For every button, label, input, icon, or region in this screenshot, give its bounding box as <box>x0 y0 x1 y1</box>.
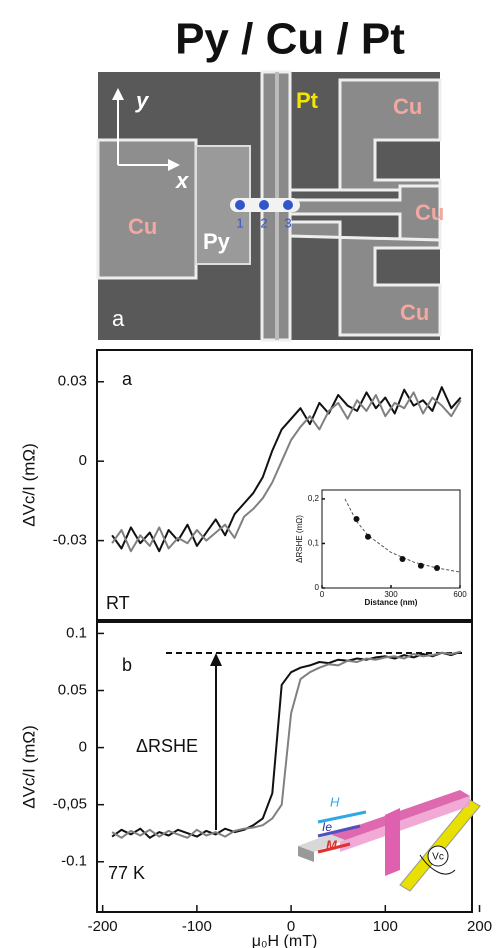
panel-label: b <box>122 655 132 675</box>
data-line <box>111 386 462 553</box>
schematic-label: H <box>330 794 340 809</box>
axis-y-label: y <box>135 88 150 113</box>
y-tick-label: 0 <box>79 452 87 469</box>
y-axis-label: ΔVc/I (mΩ) <box>19 725 38 809</box>
figure-title: Py / Cu / Pt <box>175 15 405 64</box>
y-tick-label: 0.05 <box>58 681 87 698</box>
cu-label: Cu <box>128 214 157 239</box>
x-axis-label: Distance (nm) <box>365 598 418 607</box>
y-tick-label: 0,1 <box>308 539 320 548</box>
y-tick-label: -0.1 <box>61 853 87 870</box>
y-tick-label: 0 <box>315 583 320 592</box>
x-tick-label: -100 <box>182 918 212 935</box>
y-tick-label: 0.03 <box>58 373 87 390</box>
condition-label: RT <box>106 593 130 613</box>
y-tick-label: 0 <box>79 739 87 756</box>
condition-label: 77 K <box>108 863 145 883</box>
panel-label: a <box>112 306 125 331</box>
x-tick-label: 300 <box>384 590 398 599</box>
schematic-label: M <box>326 837 338 852</box>
schematic-label: Vc <box>432 852 444 863</box>
y-axis-label: ΔVc/I (mΩ) <box>19 443 38 527</box>
pt-label: Pt <box>296 88 319 113</box>
point-label: 1 <box>236 215 243 230</box>
arrow-head <box>210 653 222 666</box>
point-label: 2 <box>260 215 267 230</box>
plot-frame <box>96 349 473 621</box>
data-point <box>365 533 371 540</box>
x-tick-label: -200 <box>88 918 118 935</box>
schematic: H Ie M Vc <box>298 790 481 892</box>
y-tick-label: -0,05 <box>53 796 87 813</box>
data-line <box>111 391 462 553</box>
data-line <box>111 650 461 839</box>
data-point <box>353 515 360 522</box>
micrograph: y x Pt Cu Cu Cu Cu Py 1 2 3 a <box>96 70 444 342</box>
data-line <box>111 650 462 839</box>
x-tick-label: 100 <box>373 918 398 935</box>
panel-label: a <box>122 369 133 389</box>
x-tick-label: 0 <box>287 918 295 935</box>
y-tick-label: 0.1 <box>66 624 87 641</box>
schematic-label: Ie <box>322 820 332 834</box>
x-axis-label: μ₀H (mT) <box>252 933 318 948</box>
x-tick-label: 200 <box>467 918 492 935</box>
plot-frame <box>96 621 473 913</box>
x-tick-label: 0 <box>320 590 325 599</box>
cu-label: Cu <box>415 200 444 225</box>
inset-frame <box>321 489 461 589</box>
data-point <box>434 564 440 571</box>
data-point <box>417 562 424 569</box>
data-point <box>399 556 406 563</box>
cu-label: Cu <box>393 94 422 119</box>
py-label: Py <box>203 229 231 254</box>
cu-label: Cu <box>400 300 429 325</box>
axis-x-label: x <box>175 168 189 193</box>
y-tick-label: -0.03 <box>53 532 87 549</box>
y-tick-label: 0,2 <box>308 494 320 503</box>
y-axis-label: ΔRSHE (mΩ) <box>295 515 304 563</box>
point-label: 3 <box>284 215 291 230</box>
x-tick-label: 600 <box>453 590 467 599</box>
delta-r-label: ΔRSHE <box>136 736 198 756</box>
